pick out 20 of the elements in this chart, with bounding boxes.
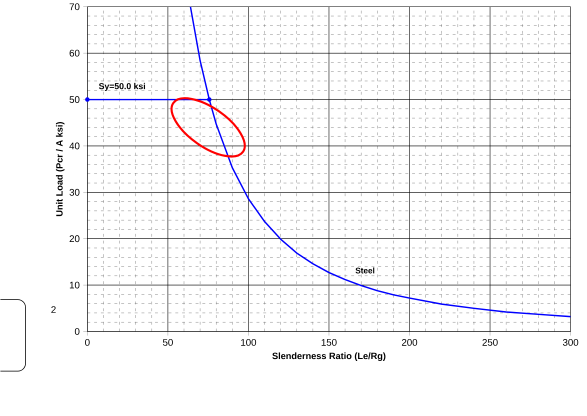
y-axis-title: Unit Load (Pcr / A ksi) <box>56 122 64 216</box>
y-tick-label: 0 <box>74 328 80 336</box>
y-tick-label: 70 <box>70 4 80 10</box>
x-tick-label: 250 <box>482 339 498 346</box>
y-tick-label: 50 <box>70 96 80 104</box>
x-tick-label: 150 <box>322 339 337 346</box>
y-tick-label: 60 <box>70 50 80 57</box>
x-tick-label: 100 <box>241 339 256 346</box>
y-tick-label: 40 <box>69 142 80 150</box>
x-tick-label: 50 <box>162 339 173 346</box>
x-tick-label: 300 <box>562 339 578 346</box>
x-tick-label: 0 <box>85 339 90 346</box>
x-tick-label: 200 <box>402 339 418 346</box>
x-axis-title: Slenderness Ratio (Le/Rg) <box>272 352 386 362</box>
y-tick-label: 10 <box>70 282 80 289</box>
text: 2 <box>51 306 56 314</box>
annotation: Sy=50.0 ksi <box>98 83 146 92</box>
y-tick-label: 20 <box>70 236 80 242</box>
series-label: Steel <box>356 268 374 274</box>
y-tick-label: 30 <box>70 189 80 196</box>
